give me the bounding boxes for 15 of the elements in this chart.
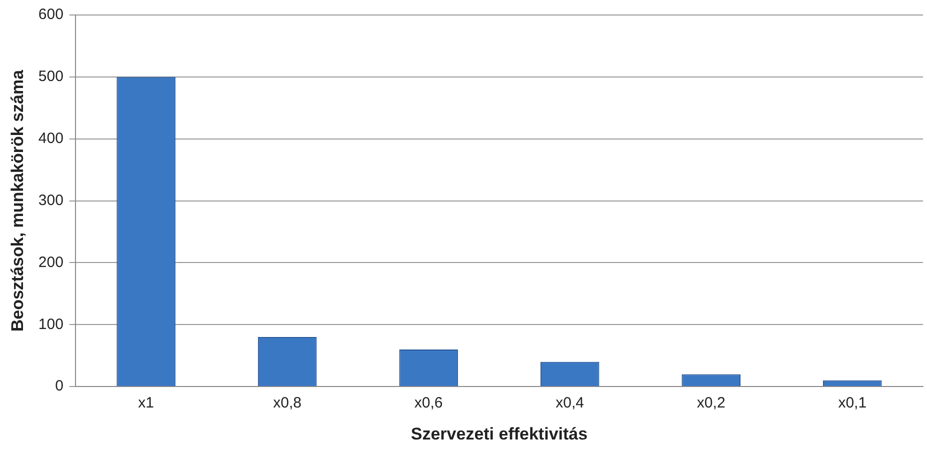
y-tick-label: 100	[38, 316, 64, 333]
y-axis-title: Beosztások, munkakörök száma	[8, 69, 27, 332]
y-tick-label: 500	[38, 68, 64, 86]
x-tick-label: x0,2	[696, 394, 726, 412]
y-tick-label: 200	[38, 254, 64, 271]
x-axis-title: Szervezeti effektivitás	[410, 424, 588, 444]
x-tick-label: x0,8	[273, 394, 302, 412]
y-tick-label: 0	[55, 378, 64, 395]
y-tick-label: 400	[38, 130, 64, 148]
x-tick-label: x0,6	[414, 394, 443, 412]
y-tick-label: 600	[38, 6, 64, 24]
x-tick-label: x1	[138, 394, 154, 412]
x-tick-label: x0,4	[556, 394, 584, 412]
x-tick-label: x0,1	[838, 394, 867, 412]
y-tick-label: 300	[38, 192, 64, 209]
